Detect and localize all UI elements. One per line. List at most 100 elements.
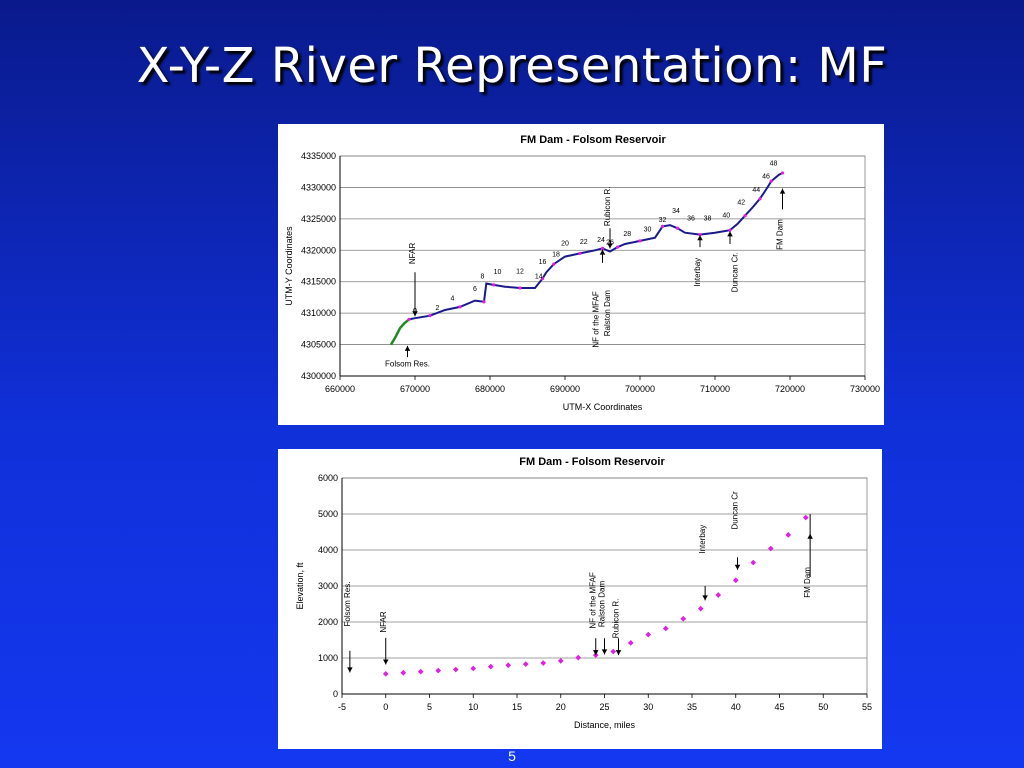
- river-point-marker: [407, 317, 411, 322]
- river-line: [408, 172, 783, 321]
- elevation-point: [627, 640, 634, 646]
- elevation-point: [452, 666, 459, 673]
- elev-x-tick-label: 35: [687, 702, 697, 712]
- river-mile-label: 30: [644, 226, 652, 233]
- elevation-annotation-arrow-head: [734, 564, 741, 570]
- elevation-point: [505, 662, 512, 669]
- map-annotation: NFAR: [408, 243, 417, 265]
- map-x-tick-label: 710000: [700, 384, 730, 394]
- map-annotation-arrow-head: [404, 345, 411, 351]
- river-point-marker: [428, 314, 432, 318]
- map-x-tick-label: 700000: [625, 384, 655, 394]
- elevation-annotation-arrow-head: [702, 595, 708, 601]
- map-annotation: Ralston Dam: [603, 290, 612, 337]
- elev-x-tick-label: 10: [468, 702, 478, 712]
- elevation-point: [767, 545, 774, 552]
- elevation-annotation-arrow-head: [593, 650, 599, 656]
- river-mile-label: 12: [516, 269, 524, 276]
- river-mile-label: 10: [494, 269, 502, 276]
- elev-x-tick-label: 15: [512, 702, 522, 712]
- elevation-point: [680, 615, 687, 622]
- elev-x-tick-label: 50: [818, 702, 828, 712]
- elev-y-tick-label: 4000: [318, 545, 338, 555]
- river-point-marker: [698, 232, 702, 237]
- elev-y-tick-label: 6000: [318, 473, 338, 483]
- river-mile-label: 20: [561, 240, 569, 247]
- elev-title: FM Dam - Folsom Reservoir: [519, 456, 665, 468]
- elev-x-tick-label: 25: [599, 702, 609, 712]
- river-mile-label: 44: [752, 187, 760, 194]
- river-point-marker: [600, 246, 605, 250]
- river-mile-label: 4: [451, 296, 455, 303]
- map-y-tick-label: 4325000: [301, 214, 336, 224]
- map-x-tick-label: 660000: [325, 384, 355, 394]
- elev-x-tick-label: 5: [427, 702, 432, 712]
- elev-x-tick-label: 40: [731, 702, 741, 712]
- river-point-marker: [638, 239, 642, 243]
- elev-x-axis-label: Distance, miles: [574, 720, 636, 730]
- river-point-marker: [675, 226, 680, 230]
- map-y-tick-label: 4320000: [301, 245, 336, 255]
- river-mile-label: 2: [436, 305, 440, 312]
- elevation-point: [645, 631, 652, 638]
- elev-y-tick-label: 3000: [318, 581, 338, 591]
- river-point-marker: [743, 214, 747, 218]
- elevation-annotation: NF of the MFAF: [589, 572, 598, 629]
- elevation-point: [802, 514, 809, 521]
- elevation-point: [435, 667, 442, 674]
- elev-y-tick-label: 2000: [318, 617, 338, 627]
- map-y-tick-label: 4330000: [301, 182, 336, 192]
- elevation-point: [785, 532, 792, 538]
- elevation-annotation-arrow-head: [383, 659, 389, 665]
- river-mile-label: 28: [623, 231, 631, 238]
- map-y-tick-label: 4300000: [301, 371, 336, 381]
- river-point-marker: [769, 179, 773, 183]
- elevation-point: [470, 665, 477, 672]
- river-mile-label: 24: [597, 237, 605, 244]
- river-mile-label: 36: [687, 216, 695, 223]
- elev-x-tick-label: 0: [383, 702, 388, 712]
- map-annotation-arrow-head: [697, 235, 703, 241]
- river-mile-label: 18: [552, 252, 560, 259]
- elevation-annotation-arrow-head: [601, 649, 608, 655]
- river-mile-label: 32: [659, 217, 667, 224]
- river-point-marker: [780, 171, 785, 175]
- map-annotation-arrow-head: [412, 311, 418, 317]
- map-annotation-arrow-head: [607, 243, 613, 249]
- elevation-point: [417, 668, 424, 675]
- elevation-annotation: Rubicon R.: [612, 599, 621, 639]
- elev-x-tick-label: 20: [556, 702, 566, 712]
- river-mile-label: 16: [539, 259, 547, 266]
- elevation-annotation: Duncan Cr: [731, 491, 740, 530]
- river-point-marker: [540, 276, 545, 281]
- elevation-chart-svg: FM Dam - Folsom Reservoir 0 1000 2000 3000 40…: [295, 456, 872, 730]
- river-point-marker: [552, 262, 556, 266]
- elevation-annotation-arrow-head: [807, 533, 813, 539]
- upstream-river-line: [389, 318, 410, 346]
- map-annotation: NF of the MFAF: [592, 291, 601, 348]
- river-mile-label: 8: [481, 274, 485, 281]
- elev-x-tick-label: 45: [774, 702, 784, 712]
- map-y-tick-label: 4315000: [301, 277, 336, 287]
- map-title: FM Dam - Folsom Reservoir: [520, 134, 666, 146]
- elev-x-tick-label: -5: [338, 702, 346, 712]
- elevation-point: [557, 658, 564, 664]
- elev-y-tick-label: 0: [333, 689, 338, 699]
- river-mile-label: 48: [770, 160, 778, 167]
- elevation-annotation: Ralston Dam: [598, 581, 607, 628]
- river-point-marker: [660, 224, 665, 228]
- river-point-marker: [492, 283, 496, 287]
- map-annotation: Rubicon R.: [603, 186, 612, 226]
- elevation-annotation: Interbay: [698, 525, 707, 554]
- river-mile-label: 22: [580, 239, 588, 246]
- elev-y-tick-label: 1000: [318, 653, 338, 663]
- map-x-axis-label: UTM-X Coordinates: [563, 402, 643, 412]
- elevation-annotation: NFAR: [379, 611, 388, 633]
- map-chart-svg: FM Dam - Folsom Reservoir 4300000 4305000 4…: [284, 134, 880, 412]
- map-annotation: Folsom Res.: [385, 360, 430, 369]
- elevation-point: [697, 605, 704, 612]
- slide-title: X-Y-Z River Representation: MF: [136, 38, 888, 94]
- river-point-marker: [615, 245, 620, 249]
- river-point-marker: [758, 197, 762, 201]
- map-x-tick-label: 670000: [400, 384, 430, 394]
